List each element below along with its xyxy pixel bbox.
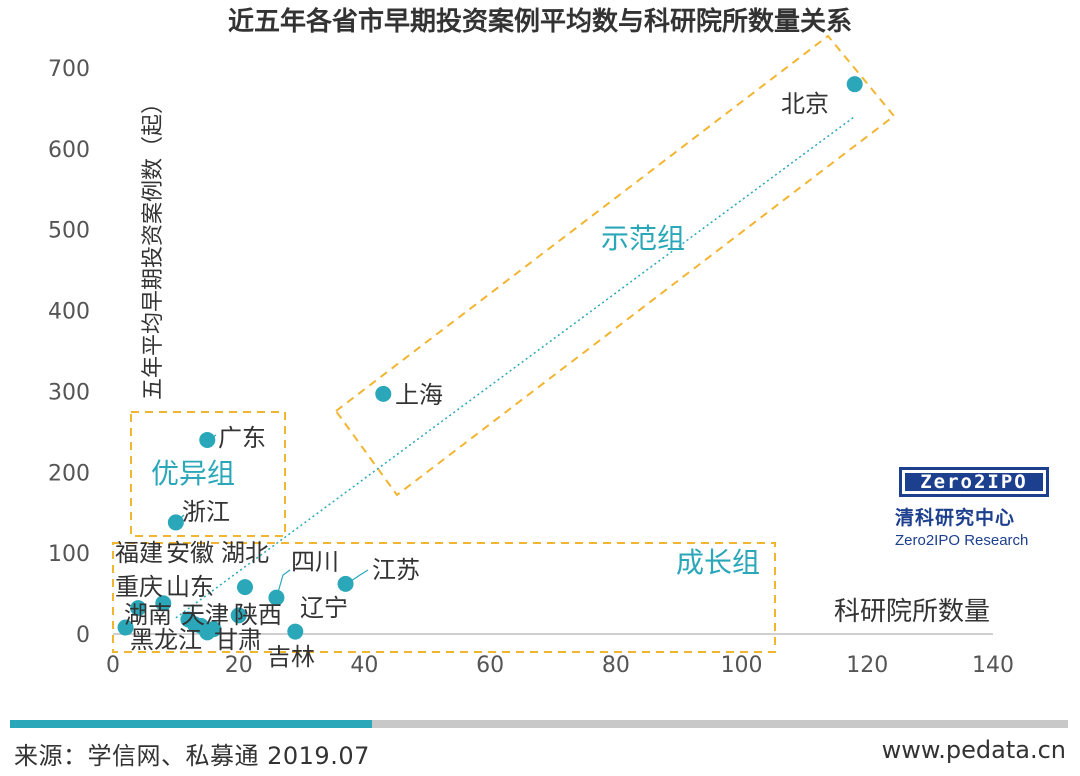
label-shanghai: 上海 <box>395 381 443 409</box>
x-tick-label: 80 <box>602 653 630 678</box>
label-fujian: 福建 <box>115 539 163 567</box>
logo-wordmark: Zero2IPO <box>899 467 1049 497</box>
y-tick-label: 600 <box>48 138 90 163</box>
group-box-excellent <box>130 411 286 537</box>
data-point <box>130 600 147 617</box>
data-point <box>287 623 304 640</box>
zero2ipo-logo: Zero2IPO 清科研究中心 Zero2IPO Research <box>895 467 1060 549</box>
x-tick-label: 20 <box>225 653 253 678</box>
chart-title: 近五年各省市早期投资案例平均数与科研院所数量关系 <box>228 6 852 37</box>
label-chongqing: 重庆 <box>115 573 163 601</box>
data-point <box>199 624 216 641</box>
label-jiangsu: 江苏 <box>372 556 420 584</box>
data-point <box>199 431 216 448</box>
data-point <box>155 595 172 612</box>
data-point <box>268 589 285 606</box>
label-shaanxi: 陕西 <box>234 601 282 629</box>
y-tick-label: 500 <box>48 219 90 244</box>
group-label-growth: 成长组 <box>676 546 760 579</box>
scatter-chart: 近五年各省市早期投资案例平均数与科研院所数量关系 五年平均早期投资案例数（起） … <box>48 6 1014 678</box>
y-tick-label: 300 <box>48 380 90 405</box>
y-tick-label: 100 <box>48 542 90 567</box>
label-heilongjiang: 黑龙江 <box>130 626 202 654</box>
x-tick-label: 40 <box>350 653 378 678</box>
footer-source: 来源：学信网、私募通 2019.07 <box>14 742 370 770</box>
y-tick-label: 700 <box>48 57 90 82</box>
x-axis-label: 科研院所数量 <box>834 597 990 627</box>
x-tick-label: 60 <box>476 653 504 678</box>
label-guangdong: 广东 <box>218 424 266 452</box>
footer-divider <box>10 720 1068 728</box>
data-point <box>186 616 203 633</box>
group-box-demo <box>334 34 896 497</box>
y-tick-label: 200 <box>48 461 90 486</box>
data-point <box>237 579 253 596</box>
x-tick-label: 100 <box>721 653 763 678</box>
footer-divider-accent <box>10 720 372 728</box>
label-liaoning: 辽宁 <box>300 594 348 622</box>
x-tick-label: 0 <box>106 653 120 678</box>
label-jilin: 吉林 <box>267 643 315 671</box>
y-axis-label: 五年平均早期投资案例数（起） <box>141 92 166 400</box>
data-point <box>167 514 184 531</box>
data-point <box>230 607 247 624</box>
logo-wordmark-text: Zero2IPO <box>905 473 1043 492</box>
x-tick-label: 120 <box>846 653 888 678</box>
label-tianjin: 天津 <box>181 601 229 629</box>
trend-line <box>175 115 856 619</box>
label-gansu: 甘肃 <box>214 626 262 654</box>
data-point <box>117 619 134 636</box>
y-tick-label: 0 <box>76 623 90 648</box>
label-zhejiang: 浙江 <box>182 498 230 526</box>
data-point <box>846 76 863 93</box>
x-tick-label: 140 <box>972 653 1014 678</box>
leader-sichuan <box>276 569 291 597</box>
label-hubei: 湖北 <box>221 539 269 567</box>
y-tick-label: 400 <box>48 300 90 325</box>
logo-cn-text: 清科研究中心 <box>895 507 1016 529</box>
group-label-excellent: 优异组 <box>151 457 235 490</box>
data-point <box>375 385 392 402</box>
footer-url: www.pedata.cn <box>881 736 1066 764</box>
label-shandong: 山东 <box>166 573 214 601</box>
data-point <box>337 575 354 592</box>
label-anhui: 安徽 <box>166 539 214 567</box>
logo-en-text: Zero2IPO Research <box>895 532 1029 549</box>
label-hunan: 湖南 <box>124 601 172 629</box>
label-sichuan: 四川 <box>291 548 339 576</box>
label-beijing: 北京 <box>781 90 829 118</box>
group-label-demo: 示范组 <box>601 222 685 255</box>
group-box-growth <box>112 542 776 653</box>
